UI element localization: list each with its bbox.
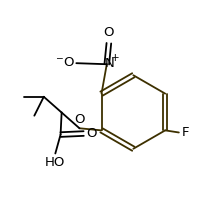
Text: O: O [104, 26, 114, 39]
Text: +: + [111, 53, 120, 63]
Text: O: O [75, 113, 85, 126]
Text: F: F [181, 126, 189, 139]
Text: N: N [105, 57, 114, 70]
Text: $\mathregular{^{-}}$O: $\mathregular{^{-}}$O [55, 56, 75, 69]
Text: O: O [86, 127, 97, 140]
Text: HO: HO [45, 156, 66, 169]
